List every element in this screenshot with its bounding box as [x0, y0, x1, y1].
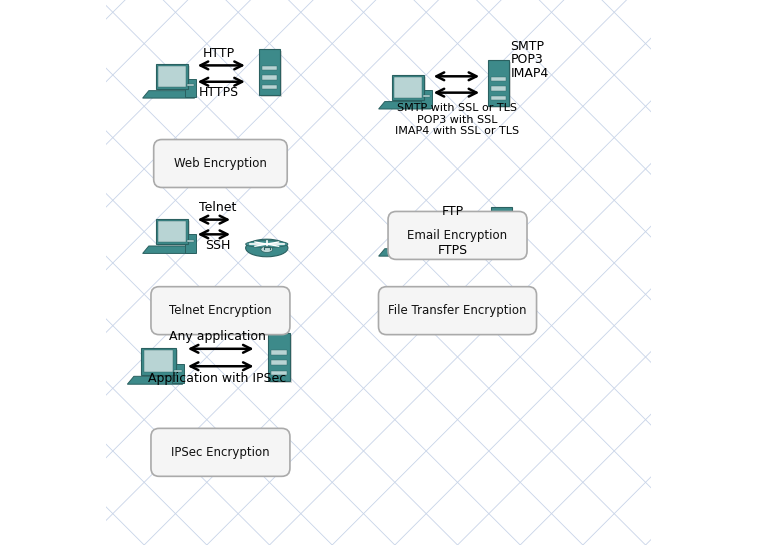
FancyBboxPatch shape [493, 209, 513, 255]
FancyBboxPatch shape [142, 348, 176, 374]
Text: Web Encryption: Web Encryption [174, 157, 267, 170]
FancyBboxPatch shape [173, 364, 184, 384]
FancyBboxPatch shape [422, 95, 430, 97]
Polygon shape [378, 249, 431, 256]
FancyBboxPatch shape [421, 237, 431, 256]
FancyBboxPatch shape [421, 90, 431, 108]
FancyBboxPatch shape [259, 49, 280, 95]
Text: IMAP4: IMAP4 [510, 67, 549, 80]
FancyBboxPatch shape [392, 75, 424, 100]
FancyBboxPatch shape [186, 240, 194, 241]
Text: SMTP with SSL or TLS: SMTP with SSL or TLS [397, 103, 517, 113]
FancyBboxPatch shape [261, 51, 282, 97]
FancyBboxPatch shape [271, 360, 288, 365]
FancyBboxPatch shape [151, 428, 290, 476]
FancyBboxPatch shape [144, 350, 178, 377]
Text: IMAP4 with SSL or TLS: IMAP4 with SSL or TLS [395, 126, 519, 136]
FancyBboxPatch shape [262, 75, 277, 80]
FancyBboxPatch shape [388, 211, 527, 259]
Text: HTTPS: HTTPS [199, 86, 239, 99]
Text: POP3 with SSL: POP3 with SSL [417, 115, 497, 125]
FancyBboxPatch shape [392, 222, 424, 247]
FancyBboxPatch shape [185, 79, 196, 98]
FancyBboxPatch shape [494, 243, 509, 247]
FancyBboxPatch shape [394, 223, 426, 249]
Text: FTPS: FTPS [438, 244, 468, 257]
FancyBboxPatch shape [394, 77, 422, 98]
FancyBboxPatch shape [271, 371, 288, 376]
FancyBboxPatch shape [394, 76, 426, 102]
FancyBboxPatch shape [151, 287, 290, 335]
FancyBboxPatch shape [158, 65, 190, 91]
FancyBboxPatch shape [174, 370, 182, 372]
FancyBboxPatch shape [491, 86, 506, 91]
FancyBboxPatch shape [158, 221, 190, 246]
FancyBboxPatch shape [185, 234, 196, 253]
Polygon shape [127, 376, 182, 384]
FancyBboxPatch shape [491, 207, 512, 253]
Polygon shape [378, 101, 431, 109]
FancyBboxPatch shape [262, 66, 277, 70]
Text: Email Encryption: Email Encryption [407, 229, 508, 242]
Text: Telnet: Telnet [199, 201, 236, 214]
Ellipse shape [246, 239, 288, 257]
FancyBboxPatch shape [422, 243, 430, 244]
Ellipse shape [246, 241, 288, 247]
FancyBboxPatch shape [268, 332, 291, 381]
FancyBboxPatch shape [378, 287, 537, 335]
Polygon shape [142, 90, 195, 98]
Polygon shape [142, 246, 195, 253]
FancyBboxPatch shape [156, 219, 188, 244]
Text: POP3: POP3 [510, 53, 543, 66]
Ellipse shape [261, 246, 273, 252]
FancyBboxPatch shape [494, 224, 509, 228]
Text: Telnet Encryption: Telnet Encryption [169, 304, 272, 317]
FancyBboxPatch shape [488, 60, 509, 106]
Text: File Transfer Encryption: File Transfer Encryption [388, 304, 527, 317]
FancyBboxPatch shape [154, 140, 287, 187]
FancyBboxPatch shape [270, 335, 292, 383]
Text: FTP: FTP [442, 205, 464, 218]
FancyBboxPatch shape [494, 233, 509, 238]
FancyBboxPatch shape [158, 66, 185, 87]
Text: SSH: SSH [205, 239, 230, 252]
FancyBboxPatch shape [158, 221, 185, 242]
FancyBboxPatch shape [271, 350, 288, 355]
FancyBboxPatch shape [156, 64, 188, 89]
Text: IPSec Encryption: IPSec Encryption [171, 446, 269, 459]
FancyBboxPatch shape [262, 85, 277, 89]
FancyBboxPatch shape [491, 96, 506, 100]
FancyBboxPatch shape [186, 84, 194, 86]
Text: SMTP: SMTP [510, 40, 544, 53]
FancyBboxPatch shape [491, 77, 506, 81]
FancyBboxPatch shape [394, 224, 422, 245]
Text: HTTP: HTTP [203, 47, 235, 60]
Text: Application with IPSec: Application with IPSec [148, 372, 286, 385]
FancyBboxPatch shape [490, 62, 511, 108]
FancyBboxPatch shape [144, 350, 173, 372]
Text: Any application: Any application [169, 330, 266, 343]
